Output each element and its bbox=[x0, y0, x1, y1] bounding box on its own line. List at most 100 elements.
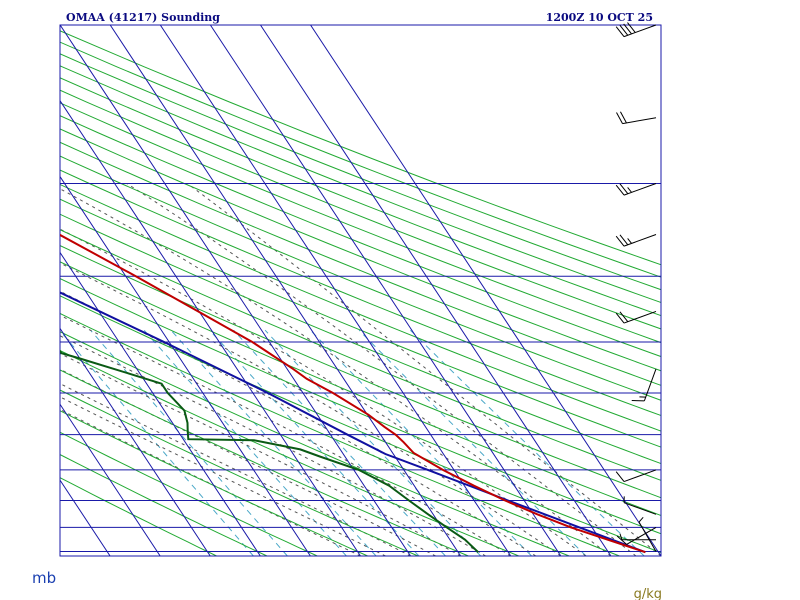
dry-adiabat-line bbox=[60, 30, 661, 266]
dry-adiabat-line bbox=[60, 141, 661, 386]
sounding-time: 1200Z 10 OCT 25 bbox=[546, 11, 653, 24]
wind-barb-staff bbox=[622, 117, 657, 125]
dry-adiabat-line bbox=[60, 229, 661, 481]
isobar-lines bbox=[59, 24, 662, 557]
wind-barb-staff bbox=[643, 368, 657, 402]
moist-adiabat-line bbox=[60, 396, 386, 556]
wind-barb-flag bbox=[616, 112, 623, 124]
wind-barb-half-flag bbox=[627, 187, 632, 193]
wind-barb-flag bbox=[615, 26, 625, 37]
station-title: OMAA (41217) Sounding bbox=[66, 11, 220, 24]
moist-adiabat-line bbox=[60, 188, 612, 556]
wind-barb bbox=[616, 526, 657, 545]
dry-adiabat-line bbox=[60, 453, 268, 556]
dry-adiabat-line bbox=[60, 53, 661, 291]
wind-barb-flag bbox=[616, 535, 627, 545]
dry-adiabat-line bbox=[60, 128, 661, 372]
wind-barb-staff bbox=[623, 24, 657, 38]
parcel-line bbox=[60, 291, 646, 554]
dry-adiabat-line bbox=[60, 89, 661, 330]
dry-adiabat-line bbox=[60, 65, 661, 304]
wind-barb-half-flag bbox=[619, 533, 623, 540]
dry-adiabat-line bbox=[60, 198, 661, 448]
dewpoint-trace bbox=[60, 349, 479, 553]
isotherm-line bbox=[60, 403, 161, 556]
moist-adiabat-line bbox=[60, 228, 587, 556]
mixing-ratio-line bbox=[143, 329, 347, 556]
dry-adiabat-line bbox=[60, 183, 661, 432]
dry-adiabat-line bbox=[60, 213, 661, 465]
isotherm-line bbox=[60, 175, 311, 556]
wind-barb-flag bbox=[615, 471, 625, 482]
isotherm-line bbox=[60, 251, 261, 556]
dry-adiabat-line bbox=[60, 410, 368, 556]
mixing-ratio-unit: g/kg bbox=[634, 587, 662, 600]
isotherm-line bbox=[310, 25, 661, 556]
mixing-ratio-line bbox=[209, 329, 420, 556]
temperature-line bbox=[60, 233, 646, 554]
isotherm-line bbox=[159, 25, 512, 556]
wind-barb bbox=[615, 310, 657, 324]
isotherm-line bbox=[260, 25, 612, 556]
dry-adiabat-line bbox=[60, 155, 661, 401]
moist-adiabat-line bbox=[60, 383, 411, 556]
wind-barb-flag bbox=[623, 23, 632, 35]
dry-adiabat-line bbox=[60, 431, 318, 556]
wind-barb-staff bbox=[623, 502, 657, 515]
wind-barb bbox=[615, 469, 657, 483]
wind-barb-flag bbox=[615, 184, 625, 196]
wind-barb bbox=[615, 22, 657, 38]
wind-barb-staff bbox=[626, 526, 657, 545]
mixing-ratio-line bbox=[264, 329, 482, 556]
wind-barb-flag bbox=[619, 25, 629, 36]
wind-barb-staff bbox=[623, 234, 657, 247]
isotherm-lines bbox=[60, 25, 661, 556]
wind-barb-staff bbox=[638, 521, 657, 552]
isotherm-line bbox=[60, 327, 211, 556]
dry-adiabat-line bbox=[60, 389, 419, 556]
wind-barb-staff bbox=[623, 469, 657, 483]
isotherm-line bbox=[209, 25, 562, 556]
wind-barb bbox=[615, 234, 657, 247]
dry-adiabat-line bbox=[60, 331, 570, 556]
isotherm-line bbox=[109, 25, 462, 556]
moist-adiabat-line bbox=[187, 183, 661, 556]
wind-barb bbox=[615, 183, 657, 196]
wind-barb-flag bbox=[619, 311, 629, 323]
wind-barb-flag bbox=[619, 183, 629, 195]
dry-adiabat-line bbox=[60, 77, 661, 317]
dry-adiabat-line bbox=[60, 102, 661, 344]
moist-adiabat-line bbox=[60, 335, 486, 556]
dewpoint-line bbox=[60, 349, 479, 553]
dry-adiabat-line bbox=[60, 295, 661, 554]
dry-adiabat-line bbox=[60, 41, 661, 278]
plot-frame bbox=[59, 24, 662, 557]
wind-barb-flag bbox=[619, 111, 627, 124]
temperature-trace bbox=[60, 233, 646, 554]
pressure-unit-label: mb bbox=[32, 569, 56, 587]
dry-adiabat-line bbox=[60, 312, 620, 556]
wind-barb-staff bbox=[623, 183, 657, 196]
wind-barb bbox=[616, 111, 657, 125]
wind-barb-flag bbox=[627, 22, 636, 33]
isotherm-line bbox=[60, 99, 361, 556]
parcel-trace bbox=[60, 291, 646, 554]
wind-barb-staff bbox=[623, 310, 657, 324]
mixing-ratio-line bbox=[170, 329, 377, 556]
dry-adiabat-line bbox=[60, 115, 661, 358]
wind-barb bbox=[631, 368, 657, 402]
dry-adiabat-line bbox=[60, 261, 661, 517]
wind-barb bbox=[638, 516, 657, 552]
moist-adiabat-line bbox=[60, 314, 512, 556]
wind-barb bbox=[619, 533, 656, 541]
wind-barb-flag bbox=[619, 234, 629, 246]
wind-barb-flag bbox=[615, 235, 625, 247]
mixing-ratio-line bbox=[233, 329, 446, 556]
dry-adiabat-line bbox=[60, 245, 661, 499]
dry-adiabat-line bbox=[60, 349, 519, 556]
dry-adiabat-line bbox=[60, 477, 217, 556]
wind-barb-half-flag bbox=[627, 238, 632, 244]
moist-adiabat-line bbox=[60, 368, 436, 556]
wind-barb-flag bbox=[615, 312, 625, 324]
